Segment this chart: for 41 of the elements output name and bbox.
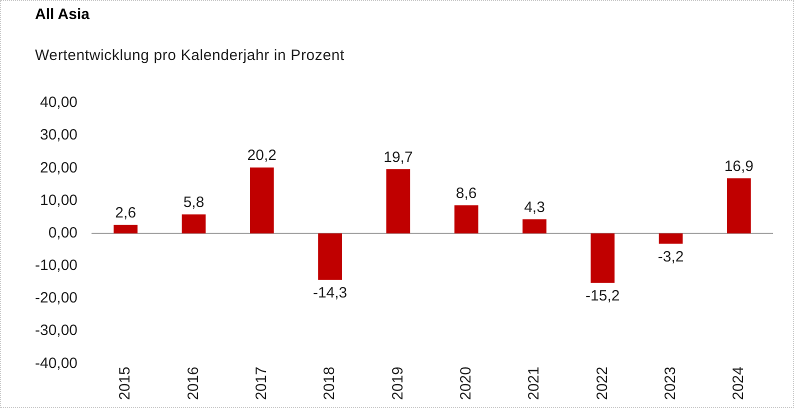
chart-title: All Asia [35,6,90,23]
data-label: -15,2 [586,287,620,304]
y-tick-label: -30,00 [34,322,78,340]
x-tick-label: 2024 [730,366,748,400]
bar [590,233,615,283]
y-tick-label: -20,00 [34,290,78,307]
data-label: 2,6 [115,204,136,222]
bar [522,219,546,234]
y-tick-label: 20,00 [40,159,78,176]
bar [454,205,478,234]
data-label: 5,8 [183,194,204,212]
x-tick-label: 2021 [526,366,543,400]
data-label: 4,3 [524,198,545,216]
y-tick-label: -10,00 [34,257,78,274]
x-tick-label: 2020 [457,366,474,400]
y-tick-label: -40,00 [34,354,78,372]
bar [114,224,138,234]
data-label: 8,6 [456,184,477,202]
x-tick-label: 2016 [184,366,202,400]
x-tick-label: 2017 [253,366,270,400]
bar [250,168,274,234]
data-label: -3,2 [658,248,684,266]
bar [727,178,751,234]
data-label: -14,3 [312,284,348,302]
y-tick-label: 0,00 [48,224,78,242]
bar [386,169,410,234]
bar [658,233,683,244]
y-tick-label: 40,00 [40,94,78,112]
chart-subtitle: Wertentwicklung pro Kalenderjahr in Prozent [35,47,344,64]
y-tick-label: 10,00 [40,192,78,209]
x-tick-label: 2018 [321,366,338,400]
bar [182,214,206,234]
bar [318,233,342,280]
x-tick-label: 2022 [594,366,611,400]
x-tick-label: 2019 [389,366,406,400]
data-label: 19,7 [384,148,413,166]
y-tick-label: 30,00 [40,126,78,144]
x-tick-label: 2015 [116,366,134,400]
x-tick-label: 2023 [662,366,679,400]
data-label: 16,9 [724,158,754,175]
data-label: 20,2 [247,147,276,164]
